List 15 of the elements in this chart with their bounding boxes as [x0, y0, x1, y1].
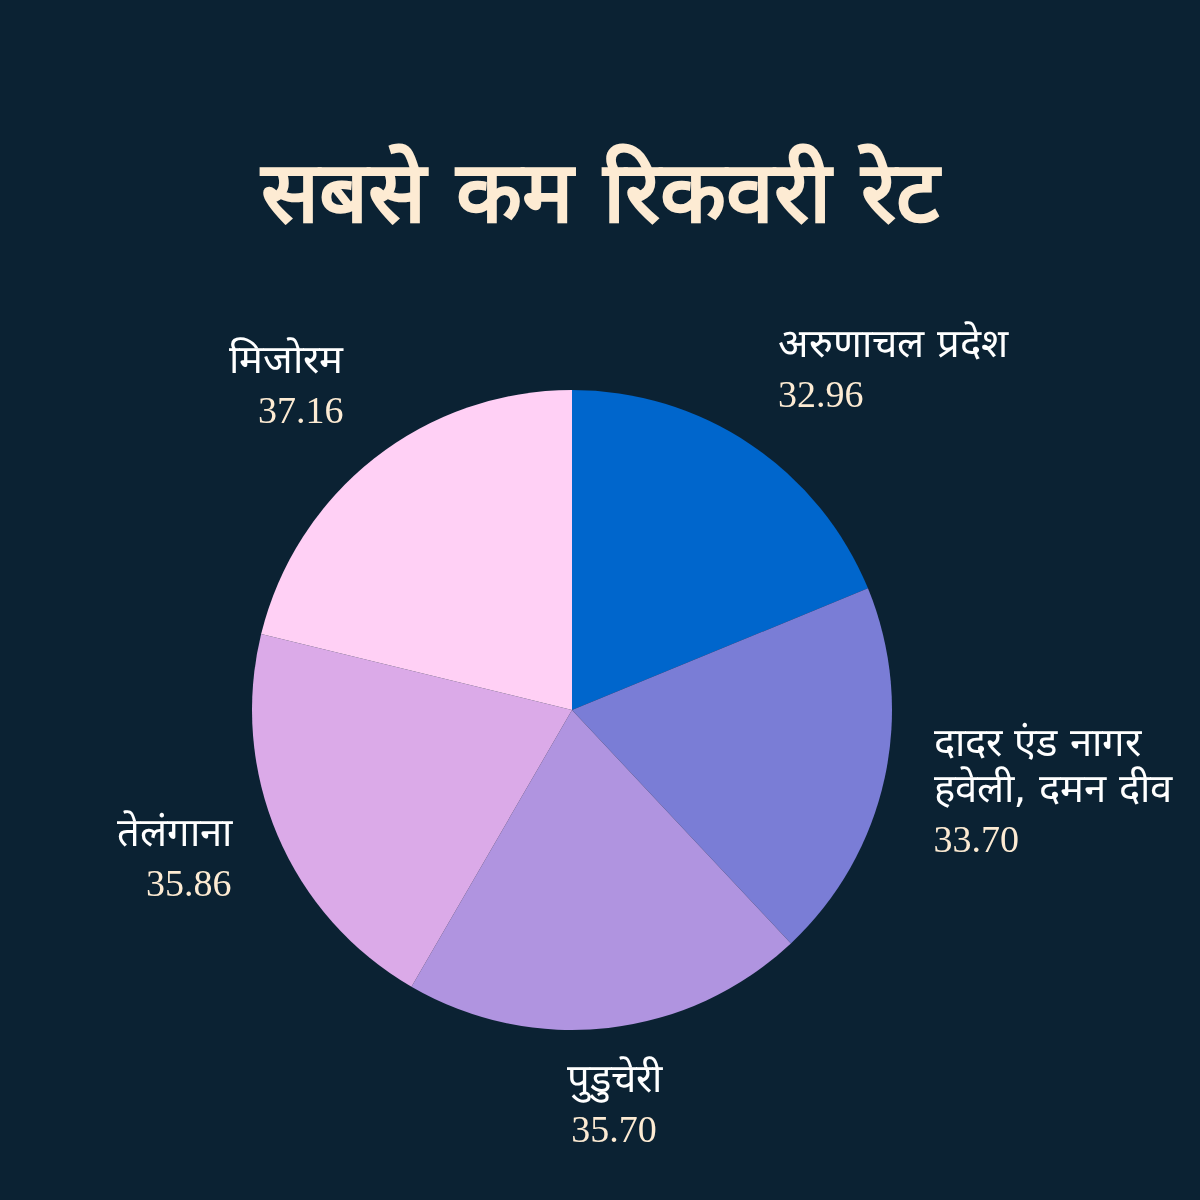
slice-label: अरुणाचल प्रदेश	[777, 319, 1009, 366]
data-label: 37.16	[258, 388, 344, 431]
slice-label: तेलंगाना	[116, 809, 233, 856]
slice-label: पुडुचेरी	[566, 1054, 663, 1103]
data-label: 32.96	[777, 372, 864, 415]
slice-label: दादर एंड नागर हवेली, दमन दीव	[933, 719, 1173, 812]
pie-slice	[411, 710, 791, 1030]
data-label: 35.70	[571, 1107, 657, 1150]
data-label: 33.70	[933, 818, 1020, 861]
data-label: 35.86	[146, 862, 232, 905]
pie-slice	[252, 634, 572, 987]
pie-slice	[572, 588, 892, 944]
chart-title: सबसे कम रिकवरी रेट	[259, 142, 942, 242]
slice-label: मिजोरम	[229, 335, 345, 382]
pie-slice	[261, 390, 572, 710]
